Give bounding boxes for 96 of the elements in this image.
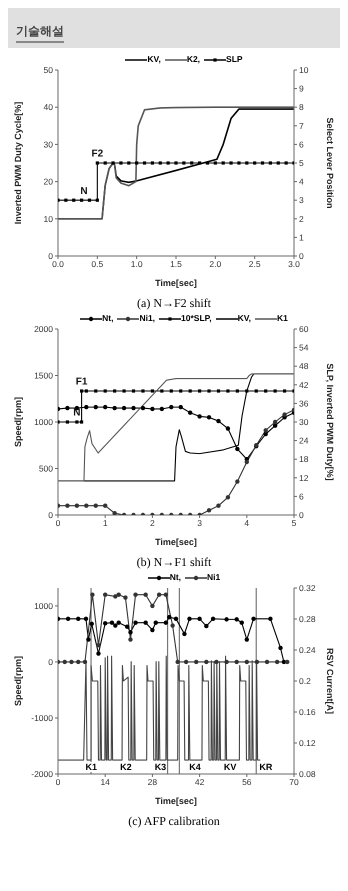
- y2-tick-label: 24: [299, 436, 309, 446]
- y2-tick-label: 0.28: [299, 614, 316, 624]
- legend-label: SLP: [225, 54, 243, 66]
- y2-tick-label: 18: [299, 454, 309, 464]
- y-tick-label: -2000: [31, 769, 54, 780]
- legend-label: Nt,: [101, 313, 114, 325]
- y-tick-label: 500: [38, 464, 54, 474]
- y2-tick-label: 60: [299, 324, 309, 334]
- y2-tick-label: 8: [299, 102, 304, 112]
- legend-label: KV,: [236, 313, 251, 325]
- x-tick-label: 0.5: [91, 259, 104, 270]
- x-tick-label: 0.0: [52, 259, 64, 270]
- x-tick-label: 0: [56, 518, 61, 528]
- y-tick-label: -1000: [31, 712, 54, 723]
- x-tick-label: 1.0: [130, 259, 143, 270]
- x-tick-label: 0: [56, 777, 61, 788]
- legend-label: Nt,: [168, 572, 182, 584]
- y2-tick-label: 0: [299, 510, 304, 520]
- y2-tick-label: 42: [299, 380, 309, 390]
- text: (b) N→F1 shift: [136, 555, 212, 570]
- y2-tick-label: 54: [299, 342, 309, 353]
- x-tick-label: 1: [102, 518, 108, 528]
- y-axis-title: Speed[rpm]: [13, 396, 24, 448]
- y-tick-label: 1000: [34, 600, 54, 611]
- y-tick-label: 30: [44, 139, 54, 150]
- y2-tick-label: 0.2: [299, 676, 312, 686]
- y2-axis-title: Select Lever Position: [324, 117, 335, 209]
- y2-tick-label: 0.24: [299, 645, 316, 656]
- annotation: N: [80, 186, 88, 197]
- x-tick-label: 3: [197, 518, 202, 528]
- y2-tick-label: 7: [299, 120, 304, 131]
- annotation: F1: [76, 376, 88, 388]
- y2-tick-label: 2: [299, 214, 304, 224]
- y2-tick-label: 6: [299, 139, 304, 150]
- y2-tick-label: 12: [299, 472, 309, 483]
- x-tick-label: 2.0: [209, 259, 222, 270]
- y-axis-title: Speed[rpm]: [13, 656, 24, 706]
- text: (c) AFP calibration: [127, 814, 221, 829]
- x-tick-label: 56: [242, 777, 252, 788]
- x-tick-label: 14: [100, 777, 110, 788]
- x-axis-title: Time[sec]: [155, 796, 197, 806]
- y-tick-label: 0: [48, 510, 54, 520]
- annotation: KR: [258, 762, 274, 772]
- y2-tick-label: 0.32: [299, 583, 316, 594]
- annotation: K3: [154, 762, 168, 772]
- y2-tick-label: 0.16: [299, 707, 316, 718]
- annotation: N: [73, 408, 80, 419]
- y-tick-label: 40: [44, 102, 54, 112]
- annotation: KV: [222, 762, 238, 772]
- y2-tick-label: 48: [299, 361, 309, 372]
- y2-tick-label: 10: [299, 65, 309, 76]
- legend-label: K2,: [186, 54, 200, 66]
- legend-label: KV,: [146, 54, 161, 66]
- y-tick-label: 1500: [34, 370, 54, 381]
- legend-label: Ni1: [206, 572, 220, 584]
- y2-axis-title: RSV Current[A]: [324, 648, 335, 714]
- y2-tick-label: 9: [299, 84, 304, 94]
- x-axis-title: Time[sec]: [155, 278, 197, 288]
- y-tick-label: 2000: [34, 324, 54, 334]
- x-tick-label: 28: [148, 777, 158, 788]
- annotation: K2: [119, 762, 133, 772]
- y2-tick-label: 1: [299, 232, 304, 242]
- x-axis-title: Time[sec]: [155, 537, 197, 547]
- x-tick-label: 5: [292, 518, 297, 528]
- y2-tick-label: 0.12: [299, 738, 316, 748]
- x-tick-label: 70: [289, 777, 299, 788]
- legend-label: Ni1,: [138, 313, 156, 325]
- legend-label: K1: [276, 313, 288, 325]
- y2-tick-label: 0.08: [299, 769, 316, 780]
- annotation: K4: [188, 762, 202, 772]
- text: (a) N→F2 shift: [136, 296, 212, 311]
- y2-tick-label: 3: [299, 195, 304, 206]
- text: 기술해설: [16, 23, 64, 43]
- x-tick-label: 4: [244, 518, 250, 528]
- y-tick-label: 0: [48, 656, 54, 667]
- annotation: K1: [84, 762, 98, 772]
- y2-tick-label: 30: [299, 417, 309, 428]
- x-tick-label: 2: [150, 518, 156, 528]
- x-tick-label: 1.5: [170, 259, 182, 270]
- y2-tick-label: 4: [299, 176, 304, 187]
- y2-tick-label: 36: [299, 398, 309, 408]
- y-tick-label: 0: [48, 251, 54, 262]
- y-axis-title: Inverted PWM Duty Cycle[%]: [13, 102, 24, 224]
- x-tick-label: 3.0: [288, 259, 300, 270]
- y-tick-label: 50: [44, 65, 54, 76]
- y-tick-label: 1000: [34, 417, 54, 428]
- y2-tick-label: 0: [299, 251, 304, 262]
- x-tick-label: 42: [194, 777, 205, 788]
- y-tick-label: 10: [44, 214, 54, 224]
- y2-tick-label: 5: [299, 158, 304, 168]
- legend-label: 10*SLP,: [180, 313, 212, 325]
- y-tick-label: 20: [44, 176, 54, 187]
- y2-tick-label: 6: [299, 491, 304, 502]
- annotation: F2: [91, 148, 104, 160]
- x-tick-label: 2.5: [248, 259, 261, 270]
- y2-axis-title: SLP, Inverted PWM Duty[%]: [324, 363, 335, 481]
